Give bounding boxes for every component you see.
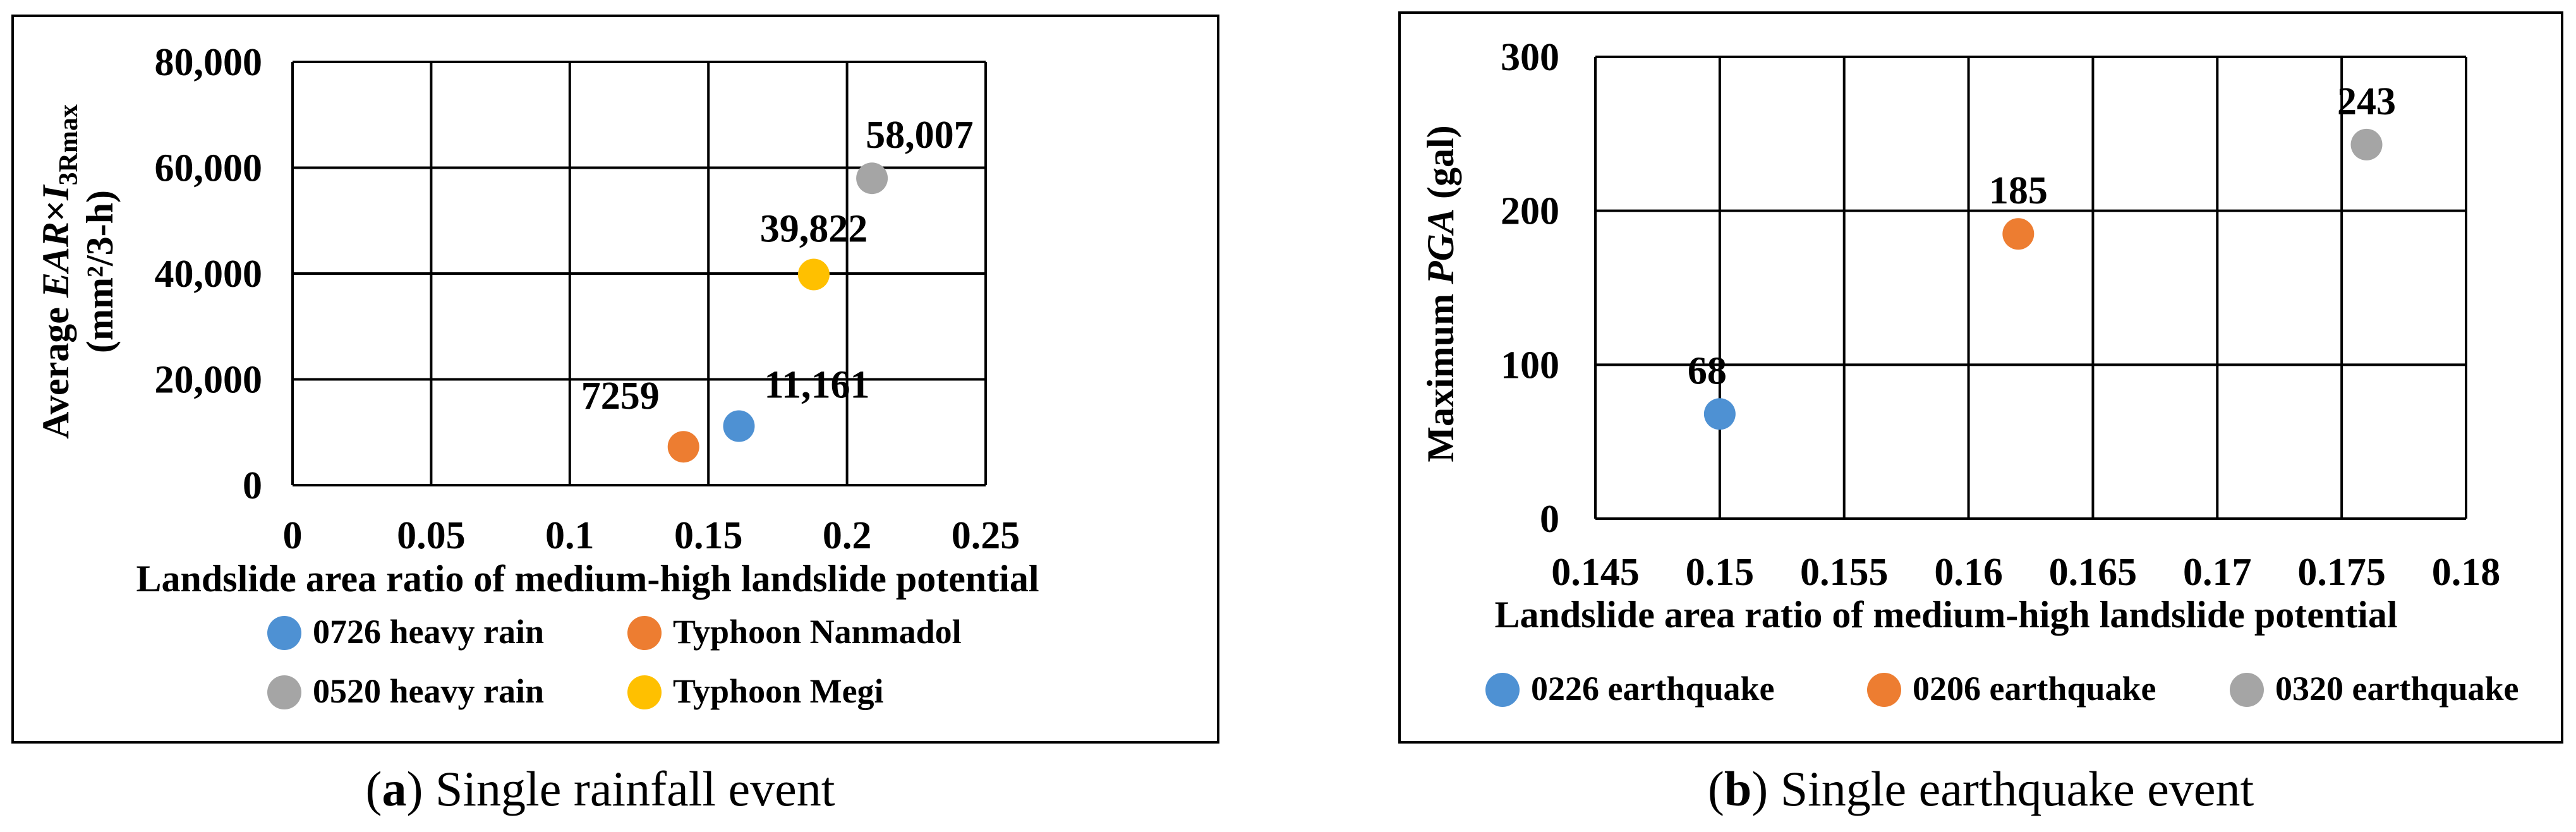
x-tick-label: 0.175: [2297, 551, 2386, 594]
y-tick-label: 60,000: [155, 147, 263, 190]
chart-a-ylabel-part-2: ×: [35, 200, 76, 222]
chart-a-legend: 0726 heavy rain Typhoon Nanmadol 0520 heav…: [267, 613, 962, 710]
data-label: 39,822: [760, 207, 868, 250]
chart-a-data-labels: 11,161 7259 58,007 39,822: [581, 114, 974, 418]
chart-b-grid: [1594, 56, 2467, 520]
data-point: [797, 258, 830, 291]
x-tick-label: 0.145: [1551, 551, 1640, 594]
legend-label: 0226 earthquake: [1531, 670, 1775, 708]
chart-b-ylabel-part-1: PGA: [1420, 208, 1461, 285]
x-tick-label: 0.165: [2049, 551, 2138, 594]
chart-a-ylabel-part-3: I: [35, 184, 76, 201]
chart-a-ylabel-unit: (mm²/3-h): [79, 190, 121, 353]
data-label: 243: [2337, 80, 2396, 123]
legend-marker: [2230, 673, 2264, 707]
legend-label: Typhoon Megi: [673, 672, 884, 710]
chart-b-caption: (b) Single earthquake event: [1708, 761, 2254, 816]
x-tick-label: 0.17: [2183, 551, 2252, 594]
data-label: 68: [1688, 349, 1727, 392]
data-label: 185: [1989, 169, 2048, 212]
x-tick-label: 0.1: [545, 514, 595, 557]
x-tick-label: 0.15: [1686, 551, 1755, 594]
legend-label: 0206 earthquake: [1913, 670, 2156, 708]
y-tick-label: 100: [1501, 344, 1559, 387]
chart-a-frame: [11, 15, 1219, 744]
chart-b-data-labels: 68 185 243: [1688, 80, 2396, 392]
y-tick-label: 20,000: [155, 359, 263, 402]
chart-a-ylabel-part-4: 3Rmax: [54, 104, 83, 185]
x-tick-label: 0.18: [2432, 551, 2501, 594]
y-tick-label: 0: [1540, 498, 1559, 541]
data-point: [2002, 218, 2035, 250]
y-tick-label: 200: [1501, 190, 1559, 233]
chart-b-y-axis-title: Maximum PGA (gal): [1420, 125, 1461, 462]
x-tick-label: 0.15: [674, 514, 743, 557]
y-tick-label: 40,000: [155, 253, 263, 296]
x-tick-label: 0.155: [1800, 551, 1889, 594]
chart-a-x-axis-title: Landslide area ratio of medium-high land…: [136, 558, 1039, 600]
chart-b-legend: 0226 earthquake 0206 earthquake 0320 earth…: [1485, 670, 2519, 708]
data-label: 11,161: [764, 364, 869, 407]
chart-a-caption: (a) Single rainfall event: [366, 761, 835, 816]
legend-marker: [1485, 673, 1520, 707]
x-tick-label: 0.25: [952, 514, 1020, 557]
data-point: [856, 162, 888, 195]
chart-b-x-ticks: 0.145 0.15 0.155 0.16 0.165 0.17 0.175 0.18: [1551, 551, 2500, 594]
chart-a-y-ticks: 0 20,000 40,000 60,000 80,000: [155, 41, 263, 507]
data-label: 7259: [581, 375, 660, 418]
chart-a-caption-letter: a: [382, 761, 407, 816]
x-tick-label: 0: [283, 514, 303, 557]
chart-b-ylabel-part-0: Maximum: [1420, 284, 1461, 462]
x-tick-label: 0.16: [1934, 551, 2003, 594]
data-label: 58,007: [866, 114, 974, 157]
chart-b-points: [1703, 128, 2383, 430]
chart-b-y-ticks: 0 100 200 300: [1501, 36, 1559, 541]
legend-marker: [627, 616, 662, 650]
chart-a-points: [667, 162, 888, 463]
svg-text:Average EAR×I3Rmax: Average EAR×I3Rmax: [35, 104, 83, 439]
chart-a-y-axis-title: Average EAR×I3Rmax (mm²/3-h): [35, 104, 121, 439]
chart-b-x-axis-title: Landslide area ratio of medium-high land…: [1494, 594, 2397, 636]
data-point: [1703, 398, 1736, 430]
data-point: [667, 431, 699, 463]
data-point: [723, 410, 755, 442]
chart-b-caption-letter: b: [1724, 761, 1751, 816]
legend-marker: [1867, 673, 1901, 707]
chart-b-caption-text: Single earthquake event: [1781, 761, 2254, 816]
legend-label: 0726 heavy rain: [313, 613, 544, 651]
chart-panel-a: 0 20,000 40,000 60,000 80,000 0 0.05 0.1 0.15 0.…: [11, 15, 1219, 816]
chart-b-frame: [1398, 11, 2563, 744]
legend-marker: [267, 616, 301, 650]
chart-a-ylabel-part-1: EAR: [35, 222, 76, 298]
y-tick-label: 0: [243, 464, 262, 507]
y-tick-label: 80,000: [155, 41, 263, 84]
data-point: [2350, 128, 2383, 160]
legend-marker: [267, 675, 301, 709]
chart-b-ylabel-part-2: (gal): [1420, 125, 1461, 208]
legend-label: Typhoon Nanmadol: [673, 613, 962, 651]
legend-marker: [627, 675, 662, 709]
legend-label: 0520 heavy rain: [313, 672, 544, 710]
x-tick-label: 0.2: [823, 514, 872, 557]
y-tick-label: 300: [1501, 36, 1559, 79]
legend-label: 0320 earthquake: [2275, 670, 2519, 708]
chart-a-ylabel-part-0: Average: [35, 298, 76, 439]
x-tick-label: 0.05: [397, 514, 466, 557]
chart-a-caption-text: Single rainfall event: [435, 761, 835, 816]
chart-a-x-ticks: 0 0.05 0.1 0.15 0.2 0.25: [283, 514, 1020, 557]
